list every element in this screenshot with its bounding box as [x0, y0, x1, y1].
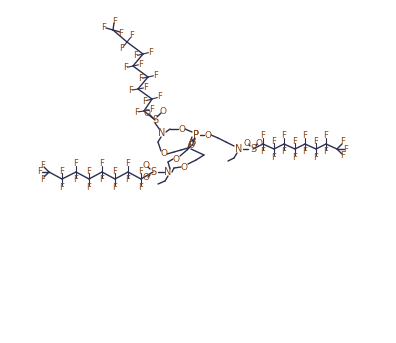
Text: F: F: [40, 161, 46, 169]
Text: F: F: [293, 137, 297, 145]
Text: F: F: [40, 175, 46, 184]
Text: F: F: [139, 182, 143, 191]
Text: F: F: [324, 147, 328, 156]
Text: N: N: [235, 144, 243, 154]
Text: O: O: [188, 139, 196, 147]
Text: O: O: [160, 107, 166, 117]
Text: F: F: [261, 147, 265, 156]
Text: F: F: [128, 86, 133, 95]
Text: F: F: [324, 131, 328, 141]
Text: O: O: [143, 174, 150, 182]
Text: F: F: [293, 153, 297, 162]
Text: F: F: [38, 167, 42, 177]
Text: O: O: [143, 162, 150, 170]
Text: F: F: [126, 159, 130, 168]
Text: F: F: [282, 131, 286, 141]
Text: O: O: [143, 108, 150, 118]
Text: O: O: [255, 139, 263, 147]
Text: F: F: [282, 147, 286, 156]
Text: F: F: [126, 176, 130, 185]
Text: F: F: [112, 166, 118, 176]
Text: F: F: [112, 16, 118, 25]
Text: F: F: [143, 83, 148, 92]
Text: F: F: [138, 74, 143, 83]
Text: F: F: [142, 97, 147, 106]
Text: N: N: [164, 167, 172, 177]
Text: F: F: [99, 176, 105, 185]
Text: O: O: [173, 154, 179, 164]
Text: F: F: [314, 153, 318, 162]
Text: F: F: [112, 182, 118, 191]
Text: F: F: [314, 137, 318, 145]
Text: O: O: [188, 139, 196, 147]
Text: F: F: [341, 152, 345, 161]
Text: F: F: [59, 182, 65, 191]
Text: F: F: [133, 108, 139, 117]
Text: P: P: [193, 130, 199, 140]
Text: F: F: [149, 105, 154, 114]
Text: O: O: [179, 125, 185, 133]
Text: F: F: [87, 166, 91, 176]
Text: F: F: [153, 71, 158, 80]
Text: F: F: [303, 147, 307, 156]
Text: F: F: [120, 44, 124, 53]
Text: F: F: [148, 48, 153, 57]
Text: S: S: [250, 144, 256, 154]
Text: S: S: [150, 167, 156, 177]
Text: F: F: [118, 28, 124, 37]
Text: F: F: [101, 23, 107, 32]
Text: F: F: [157, 92, 162, 102]
Text: F: F: [261, 131, 265, 141]
Text: F: F: [74, 176, 78, 185]
Text: S: S: [152, 115, 158, 125]
Text: F: F: [344, 144, 348, 154]
Text: F: F: [341, 138, 345, 146]
Text: F: F: [129, 31, 134, 40]
Text: F: F: [303, 131, 307, 141]
Text: P: P: [193, 130, 199, 140]
Text: O: O: [181, 163, 187, 172]
Text: F: F: [272, 137, 276, 145]
Text: O: O: [160, 150, 168, 158]
Text: F: F: [99, 159, 105, 168]
Text: F: F: [59, 166, 65, 176]
Text: O: O: [244, 139, 251, 147]
Text: F: F: [138, 60, 143, 69]
Text: F: F: [133, 51, 138, 60]
Text: F: F: [123, 63, 128, 72]
Text: F: F: [139, 166, 143, 176]
Text: O: O: [187, 142, 194, 151]
Text: F: F: [87, 182, 91, 191]
Text: N: N: [158, 128, 166, 138]
Text: F: F: [74, 159, 78, 168]
Text: O: O: [204, 130, 211, 140]
Text: F: F: [272, 153, 276, 162]
